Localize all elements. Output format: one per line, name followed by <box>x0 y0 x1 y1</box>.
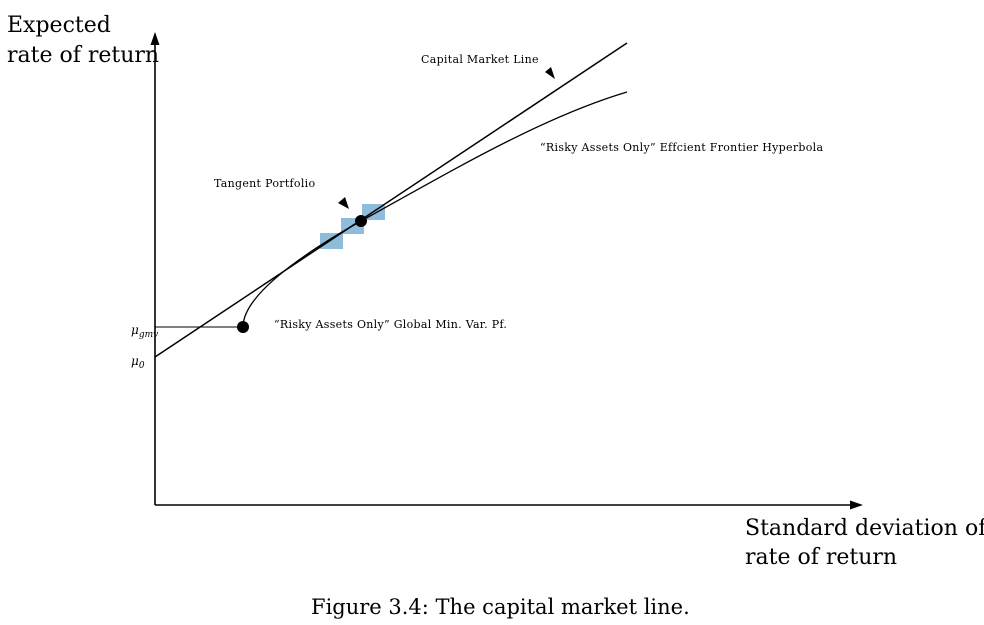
mu-gmv-sub: gmv <box>139 330 158 340</box>
x-axis-arrowhead <box>850 500 863 510</box>
tangent-portfolio-point <box>355 215 367 227</box>
figure-caption: Figure 3.4: The capital market line. <box>311 595 690 619</box>
mu-gmv-base: μ <box>131 323 139 337</box>
mu-0-base: μ <box>131 354 139 368</box>
tangent-label: Tangent Portfolio <box>214 177 315 190</box>
mu-0-tick-label: μ0 <box>131 354 145 371</box>
x-axis-label-line2: rate of return <box>745 545 897 570</box>
y-axis-label-line2: rate of return <box>7 43 159 68</box>
mu-gmv-tick-label: μgmv <box>131 323 158 340</box>
efficient-frontier-curve <box>242 91 628 328</box>
mu-0-sub: 0 <box>139 361 145 371</box>
cml-label: Capital Market Line <box>421 53 539 66</box>
capital-market-line <box>154 42 628 358</box>
y-axis-arrowhead <box>150 32 160 45</box>
x-axis-label-line1: Standard deviation of <box>745 516 984 541</box>
global-min-variance-point <box>237 321 249 333</box>
gmv-label: “Risky Assets Only” Global Min. Var. Pf. <box>274 318 507 331</box>
y-axis-label-line1: Expected <box>7 13 111 38</box>
tangent-pointer-arrow <box>338 197 349 209</box>
highlight-square-1 <box>320 233 343 249</box>
cml-pointer-arrow <box>545 67 555 79</box>
frontier-label: “Risky Assets Only” Effcient Frontier Hy… <box>540 141 823 154</box>
